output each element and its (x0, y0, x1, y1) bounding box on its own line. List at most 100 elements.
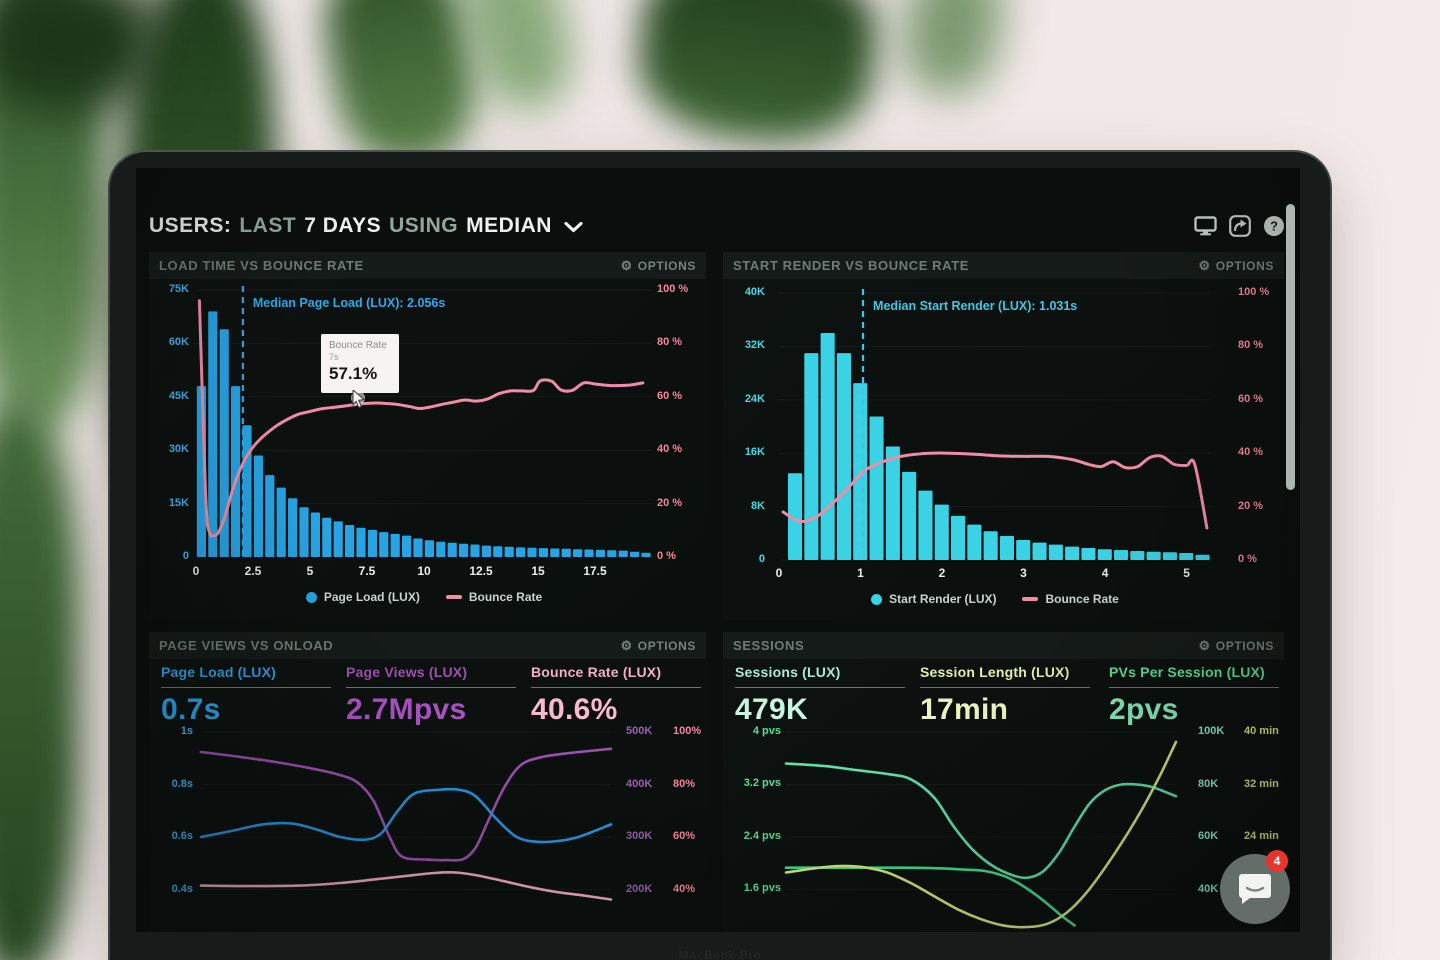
histogram-bar (288, 498, 298, 557)
header-dropdown[interactable]: USERS: LAST 7 DAYS USING MEDIAN (149, 212, 583, 239)
histogram-bar (231, 386, 241, 557)
axis-tick: 15 (531, 564, 545, 578)
histogram-bar (1179, 553, 1194, 560)
chat-widget-button[interactable]: 4 (1220, 850, 1290, 924)
chart-legend: Page Load (LUX) Bounce Rate (196, 590, 652, 604)
stat-value: 2pvs (1109, 693, 1179, 726)
options-button[interactable]: ⚙︎ OPTIONS (620, 638, 696, 653)
stat-page-views: Page Views (LUX) 2.7Mpvs (346, 664, 516, 727)
median-annotation: Median Page Load (LUX): 2.056s (252, 296, 446, 310)
axis-tick: 20 % (1238, 499, 1264, 512)
histogram-bar (538, 548, 548, 557)
series-line-sessions-lux- (784, 762, 1178, 880)
histogram-bar (322, 517, 332, 557)
axis-tick: 60 % (1238, 392, 1264, 405)
stat-value: 2.7Mpvs (346, 693, 467, 726)
chart-legend: Start Render (LUX) Bounce Rate (779, 592, 1211, 606)
legend-item: Bounce Rate (1022, 592, 1119, 606)
axis-tick: 60K (1198, 830, 1219, 843)
stat-label: Bounce Rate (LUX) (531, 664, 662, 680)
panel-header: PAGE VIEWS VS ONLOAD ⚙︎ OPTIONS (149, 632, 706, 659)
options-button[interactable]: ⚙︎ OPTIONS (1198, 258, 1274, 273)
axis-tick: 200K (626, 882, 653, 895)
histogram-bar (265, 475, 275, 557)
axis-tick: 0.4s (171, 882, 193, 895)
axis-tick: 40 % (657, 443, 683, 456)
axis-tick: 3.2 pvs (743, 777, 781, 790)
legend-swatch (1022, 597, 1039, 601)
median-annotation: Median Start Render (LUX): 1.031s (873, 299, 1078, 313)
chat-bubble-icon (1239, 874, 1271, 904)
histogram-bar (618, 550, 628, 557)
chart-tooltip: Bounce Rate 7s 57.1% (321, 334, 399, 393)
histogram-bar (983, 531, 998, 560)
axis-tick: 2 (938, 566, 946, 580)
histogram-bar (1048, 544, 1063, 560)
histogram-bar (885, 446, 900, 560)
axis-tick: 4 pvs (752, 725, 781, 737)
histogram-bar (333, 521, 343, 557)
options-button[interactable]: ⚙︎ OPTIONS (620, 258, 696, 273)
stat-label: Page Load (LUX) (161, 664, 277, 680)
legend-label: Start Render (LUX) (889, 592, 997, 606)
histogram-bar (356, 527, 366, 557)
axis-tick: 4 (1101, 566, 1109, 580)
panel-header: START RENDER VS BOUNCE RATE ⚙︎ OPTIONS (723, 252, 1284, 279)
histogram-bar (1146, 551, 1161, 560)
histogram-bar (219, 329, 229, 557)
stat-value: 479K (735, 693, 808, 726)
plant-leaf (630, 0, 885, 152)
stat-value: 40.6% (531, 693, 618, 726)
histogram-bar (367, 529, 377, 557)
axis-tick: 0.8s (171, 777, 193, 790)
histogram-bar (527, 547, 537, 557)
axis-tick: 20 % (657, 496, 683, 509)
axis-tick: 45K (168, 389, 189, 402)
histogram-bar (1195, 554, 1210, 560)
axis-tick: 100K (1198, 725, 1225, 737)
options-button[interactable]: ⚙︎ OPTIONS (1198, 638, 1274, 653)
histogram-bar (276, 487, 286, 557)
histogram-bar (607, 550, 617, 557)
series-line-page-load-lux- (199, 787, 613, 844)
axis-tick: 40 min (1244, 725, 1279, 737)
histogram-bar (379, 532, 389, 557)
axis-tick: 10 (417, 564, 431, 578)
chevron-down-icon (564, 215, 583, 239)
axis-tick: 100 % (657, 283, 689, 295)
tooltip-value: 57.1% (329, 364, 378, 383)
help-icon[interactable]: ? (1262, 214, 1285, 237)
legend-label: Page Load (LUX) (323, 590, 420, 604)
histogram-bar (299, 507, 309, 557)
axis-tick: 60 % (657, 389, 683, 402)
axis-tick: 80% (673, 777, 696, 790)
header-users-label: USERS: (149, 213, 232, 237)
share-icon[interactable] (1228, 214, 1251, 237)
stat-label: Page Views (LUX) (346, 664, 468, 680)
chart-plot (199, 731, 613, 901)
histogram-bar (934, 504, 949, 560)
scrollbar-thumb[interactable] (1286, 204, 1295, 490)
histogram-bar (584, 549, 594, 557)
stat-sessions: Sessions (LUX) 479K (735, 664, 905, 727)
histogram-bar (951, 515, 966, 560)
axis-tick: 0.6s (171, 830, 193, 843)
tooltip-title: Bounce Rate (329, 340, 387, 351)
axis-tick: 2.4 pvs (743, 829, 781, 842)
axis-tick: 60% (673, 830, 696, 843)
histogram-bar (967, 524, 982, 560)
plant-leaf (0, 0, 160, 110)
start-render-chart: Median Start Render (LUX): 1.031s 40K 32K 2… (723, 252, 1284, 620)
axis-tick: 32 min (1244, 777, 1279, 790)
axis-tick: 0 % (1238, 553, 1257, 565)
legend-swatch (445, 595, 462, 599)
histogram-bar (481, 545, 491, 557)
header-last-label: LAST (239, 213, 297, 237)
plant-leaf (893, 0, 1012, 103)
panel-sessions: SESSIONS ⚙︎ OPTIONS Sessions (LUX) 479K S… (723, 632, 1284, 932)
header-metric-value: MEDIAN (466, 213, 552, 237)
display-icon[interactable] (1194, 214, 1217, 237)
axis-tick: 80 % (1238, 339, 1264, 352)
axis-tick: 0 (758, 553, 765, 565)
